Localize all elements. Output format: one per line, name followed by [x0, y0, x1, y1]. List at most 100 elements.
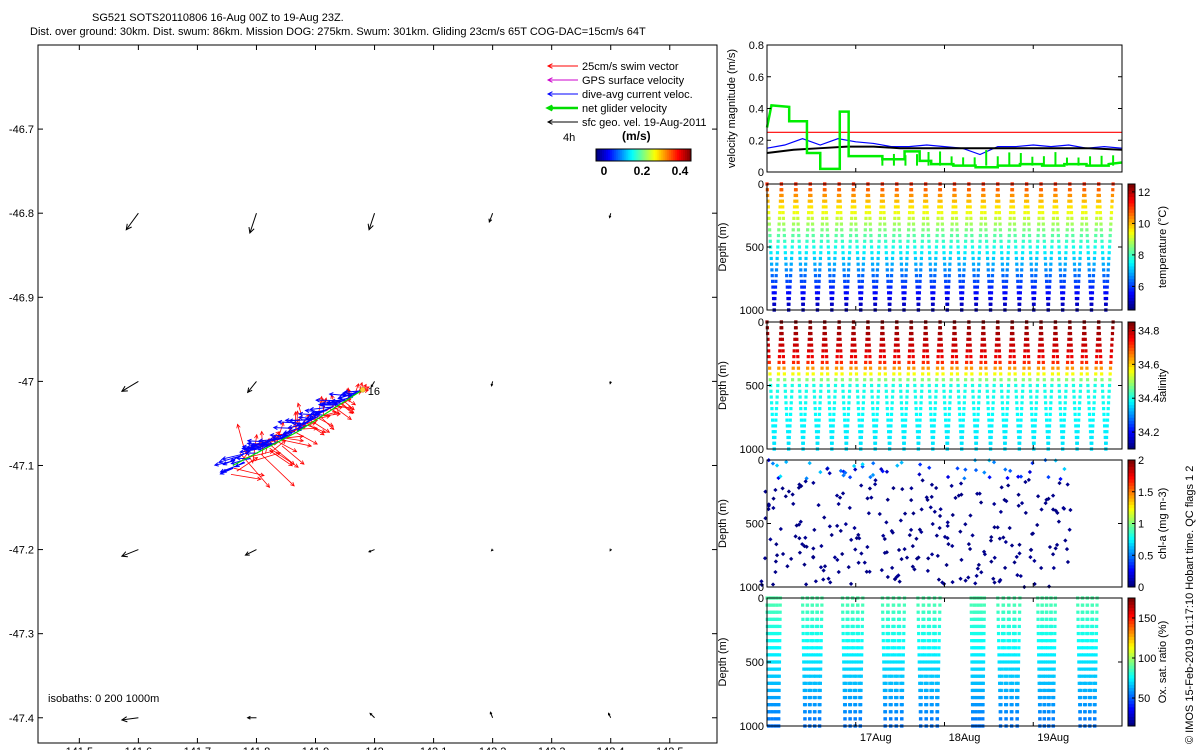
oxygen-sample-point [849, 674, 853, 678]
salinity-sample-point [917, 435, 921, 440]
oxygen-sample-point [1045, 653, 1050, 657]
salinity-sample-point [1058, 395, 1062, 399]
swim-vector-shaft [322, 398, 324, 416]
chla-sample-point [1017, 551, 1022, 556]
salinity-sample-point [1110, 331, 1115, 336]
oxygen-sample-point [1083, 695, 1088, 700]
geo-velocity-vector [608, 213, 612, 219]
chla-sample-point [991, 576, 996, 581]
temperature-sample-point [1077, 274, 1081, 278]
chla-sample-point [773, 569, 778, 575]
temperature-sample-point [792, 205, 797, 209]
oxygen-sample-point [1041, 660, 1045, 664]
oxygen-sample-point [857, 681, 862, 685]
salinity-sample-point [875, 412, 879, 416]
oxygen-sample-point [930, 695, 934, 700]
temperature-sample-point [910, 193, 914, 198]
map-colorbar-cell [633, 149, 637, 161]
temperature-sample-point [1102, 268, 1106, 272]
temperature-sample-point [863, 228, 867, 232]
oxygen-sample-point [1036, 646, 1041, 650]
salinity-sample-point [907, 360, 911, 365]
swim-vector [324, 412, 342, 417]
temperature-sample-point [821, 205, 825, 209]
oxygen-sample-point [1050, 674, 1054, 678]
temperature-sample-point [832, 262, 837, 266]
map-colorbar-cell [613, 149, 617, 161]
temperature-sample-point [963, 256, 967, 261]
oxygen-sample-point [917, 631, 921, 636]
chla-colorbar-cell [1128, 548, 1135, 553]
salinity-sample-point [954, 349, 958, 353]
temperature-sample-point [840, 239, 844, 243]
salinity-sample-point [1038, 343, 1042, 347]
oxygen-sample-point [856, 610, 860, 614]
temperature-sample-point [1065, 222, 1070, 226]
dive-avg-current-vector-head [298, 423, 304, 428]
chla-colorbar-tick-label: 2 [1138, 455, 1144, 467]
temperature-sample-point [1108, 228, 1113, 232]
oxygen-sample-point [1049, 603, 1053, 607]
oxygen-sample-point [902, 624, 906, 629]
swim-vector-shaft [276, 422, 284, 442]
salinity-sample-point [1042, 366, 1046, 370]
temperature-sample-point [925, 205, 929, 209]
salinity-sample-point [766, 331, 770, 336]
temperature-sample-point [943, 274, 947, 278]
temperature-sample-point [970, 239, 974, 243]
salinity-sample-point [1080, 355, 1084, 359]
oxygen-sample-point [881, 631, 885, 636]
oxygen-sample-point [974, 688, 979, 693]
salinity-sample-point [1062, 418, 1066, 422]
salinity-sample-point [783, 378, 787, 382]
oxygen-colorbar-cell [1128, 716, 1135, 721]
oxygen-sample-point [895, 703, 899, 707]
geo-velocity-vector-shaft [247, 381, 257, 393]
chla-sample-point [778, 526, 783, 532]
map-colorbar-cell [647, 149, 650, 161]
salinity-sample-point [1081, 343, 1085, 347]
salinity-sample-point [1012, 355, 1016, 359]
oxygen-sample-point [886, 624, 891, 629]
salinity-sample-point [832, 412, 836, 416]
oxygen-sample-point [818, 717, 822, 721]
temperature-sample-point [828, 279, 832, 283]
temperature-sample-point [986, 262, 990, 266]
oxygen-sample-point [919, 717, 923, 721]
oxygen-sample-point [936, 681, 940, 685]
salinity-sample-point [953, 331, 957, 336]
temperature-sample-point [1099, 228, 1103, 232]
oxygen-sample-point [846, 646, 851, 650]
swim-vector-head [358, 381, 364, 387]
salinity-sample-point [1041, 349, 1045, 353]
chla-sample-point [966, 575, 971, 580]
chla-sample-point [945, 520, 950, 525]
oxygen-sample-point [851, 610, 855, 614]
salinity-sample-point [1094, 372, 1098, 376]
oxygen-sample-point [854, 667, 858, 671]
oxygen-sample-point [1011, 653, 1015, 657]
swim-vector [336, 405, 353, 410]
salinity-sample-point [804, 401, 808, 405]
temperature-sample-point [909, 188, 914, 192]
oxygen-sample-point [982, 639, 986, 643]
dive-avg-current-vector-shaft [327, 400, 343, 404]
oxygen-sample-point [841, 639, 845, 643]
temperature-sample-point [1026, 205, 1030, 209]
temperature-sample-point [850, 211, 854, 215]
oxygen-sample-point [901, 653, 905, 657]
temperature-sample-point [784, 268, 788, 272]
temperature-colorbar-cell [1128, 265, 1135, 270]
temperature-colorbar-cell [1128, 215, 1135, 220]
salinity-sample-point [1104, 435, 1109, 440]
temperature-sample-point [1109, 222, 1113, 226]
oxygen-sample-point [816, 660, 820, 664]
oxygen-sample-point [1093, 695, 1097, 700]
chla-sample-point [1061, 505, 1066, 511]
chla-sample-point [759, 582, 765, 587]
oxygen-sample-point [843, 695, 848, 700]
oxygen-sample-point [970, 653, 974, 657]
temperature-sample-point [867, 211, 872, 215]
temperature-sample-point [891, 251, 895, 255]
temperature-sample-point [838, 193, 842, 198]
